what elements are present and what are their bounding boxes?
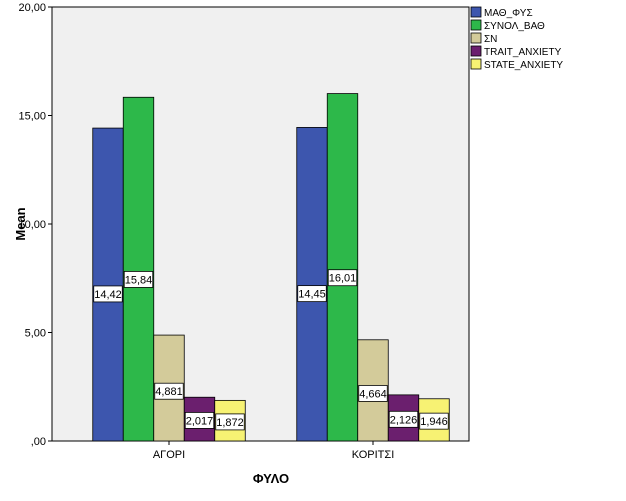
y-tick-label: 15,00: [18, 111, 46, 123]
data-label: 4,881: [155, 386, 183, 398]
y-tick-label: ,00: [31, 436, 46, 448]
legend-label: ΣΝ: [484, 34, 497, 45]
x-tick-label: ΑΓΟΡΙ: [153, 449, 185, 461]
bar-μαθ_φυς-1: [296, 127, 328, 442]
data-label-box: [297, 285, 327, 303]
data-label-box: [327, 269, 358, 287]
data-label: 1,946: [420, 416, 448, 428]
data-label-box: [388, 410, 419, 428]
legend-label: ΜΑΘ_ΦΥΣ: [484, 8, 533, 19]
data-label-box: [93, 285, 123, 303]
y-axis-title: Mean: [13, 207, 28, 240]
data-label: 14,45: [298, 289, 326, 301]
data-label: 16,01: [329, 273, 357, 285]
data-label: 15,84: [125, 274, 153, 286]
x-axis-ticks: ΑΓΟΡΙ ΚΟΡΙΤΣΙ: [153, 441, 394, 461]
data-label-box: [154, 382, 184, 400]
legend-swatch: [470, 58, 482, 70]
data-label-box: [358, 385, 388, 402]
y-tick-label: 5,00: [25, 328, 46, 340]
y-axis-ticks: ,00 5,00 10,00 15,00 20,00: [18, 2, 52, 448]
data-label-box: [419, 412, 449, 430]
data-label-box: [215, 413, 245, 431]
data-label-box: [184, 412, 215, 429]
legend: ΜΑΘ_ΦΥΣ ΣΥΝΟΛ_ΒΑΘ ΣΝ TRAIT_ANXIETY STATE_ANX…: [470, 6, 563, 71]
bar-συνολ_βαθ-1: [326, 93, 359, 442]
data-label: 4,664: [359, 388, 387, 400]
data-label: 2,126: [390, 414, 418, 426]
legend-swatch: [470, 6, 482, 18]
bar-συνολ_βαθ-0: [122, 96, 155, 442]
legend-swatch: [470, 32, 482, 44]
y-tick-label: 10,00: [18, 219, 46, 231]
legend-label: STATE_ANXIETY: [484, 60, 563, 71]
x-axis-title: ΦΥΛΟ: [253, 471, 289, 486]
data-label: 2,017: [186, 415, 214, 427]
data-label: 14,42: [94, 289, 122, 301]
x-tick-label: ΚΟΡΙΤΣΙ: [352, 449, 395, 461]
legend-swatch: [470, 19, 482, 31]
legend-swatch: [470, 45, 482, 57]
y-tick-label: 20,00: [18, 2, 46, 14]
legend-label: ΣΥΝΟΛ_ΒΑΘ: [484, 21, 545, 32]
legend-label: TRAIT_ANXIETY: [484, 47, 562, 58]
bar-μαθ_φυς-0: [92, 127, 124, 442]
data-label-box: [123, 271, 154, 288]
data-label: 1,872: [216, 417, 244, 429]
